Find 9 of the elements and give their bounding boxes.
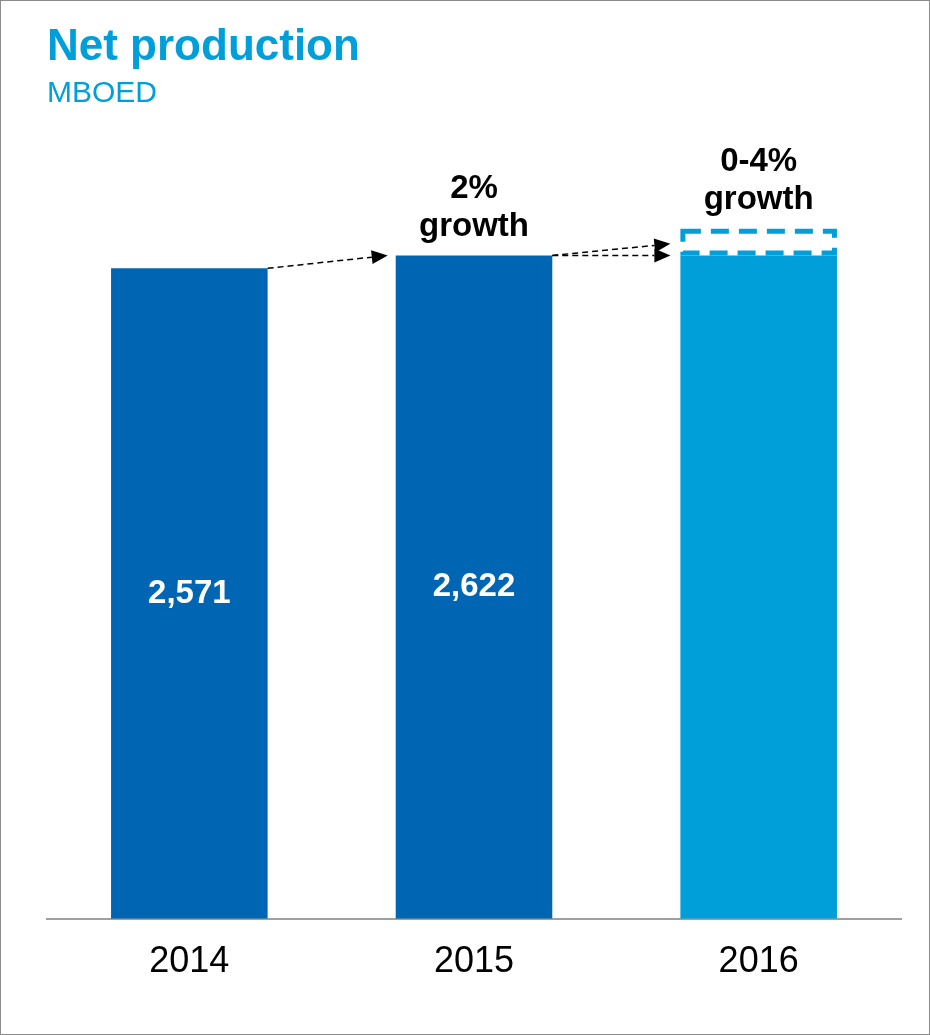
x-tick-label: 2016: [718, 939, 799, 981]
x-tick-label: 2014: [149, 939, 230, 981]
chart-title: Net production: [47, 19, 360, 69]
x-tick-label: 2015: [433, 939, 515, 981]
data-label: 2,622: [432, 566, 516, 604]
annotation: 2% growth: [419, 168, 529, 244]
data-label: 2,571: [148, 572, 231, 610]
text: 0-4% growth: [703, 141, 814, 217]
chart-subtitle: MBOED: [47, 75, 158, 109]
